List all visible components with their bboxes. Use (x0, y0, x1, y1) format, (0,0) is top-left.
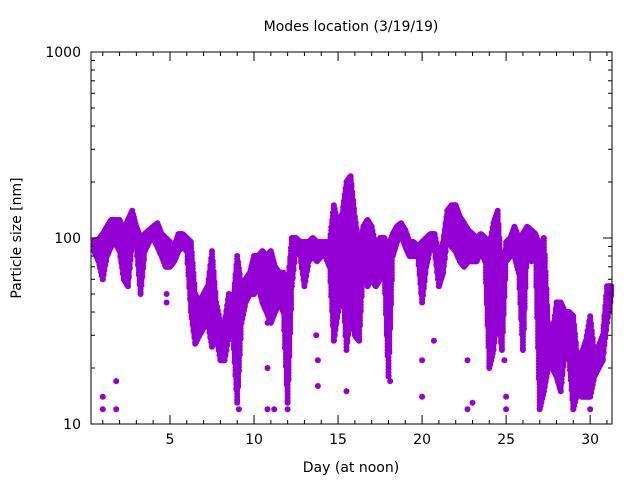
data-point (128, 248, 135, 254)
y-axis-label: Particle size [nm] (9, 177, 25, 298)
data-point (288, 306, 294, 313)
data-point (302, 278, 309, 285)
data-point (125, 274, 132, 281)
data-point (335, 309, 342, 315)
x-axis-label: Day (at noon) (303, 460, 399, 476)
data-point (224, 342, 231, 349)
data-point (140, 265, 147, 272)
data-point (137, 291, 144, 297)
data-point (343, 347, 350, 353)
data-point (286, 353, 293, 360)
data-point (333, 320, 340, 327)
data-point (344, 339, 351, 346)
data-point (101, 267, 108, 273)
data-point (332, 326, 339, 333)
data-point (221, 357, 228, 364)
data-point (287, 329, 294, 336)
data-point (100, 271, 107, 278)
data-point (140, 256, 147, 263)
chart-title: Modes location (3/19/19) (264, 19, 439, 35)
data-point (126, 265, 133, 272)
data-point (138, 282, 145, 289)
data-point (330, 337, 337, 344)
data-point (127, 256, 134, 263)
data-point (334, 314, 341, 321)
data-points (91, 173, 615, 413)
data-point (237, 335, 244, 342)
data-point (139, 273, 146, 280)
data-point (304, 263, 311, 270)
data-point (288, 283, 295, 290)
data-point (223, 347, 230, 354)
data-point (285, 376, 292, 383)
data-point (301, 283, 308, 290)
data-point (284, 399, 291, 406)
data-point (304, 268, 310, 275)
data-point (303, 273, 310, 280)
data-point (125, 283, 131, 290)
data-point (102, 262, 109, 269)
data-point (290, 267, 297, 274)
data-point (345, 331, 352, 338)
data-point (222, 352, 229, 359)
data-point (289, 275, 296, 282)
data-point (331, 332, 338, 339)
data-point (291, 259, 298, 266)
data-point (99, 276, 106, 283)
data-point (234, 399, 241, 406)
data-point (236, 351, 243, 358)
data-point (235, 383, 242, 390)
data-point (235, 367, 242, 374)
data-point (103, 257, 110, 264)
